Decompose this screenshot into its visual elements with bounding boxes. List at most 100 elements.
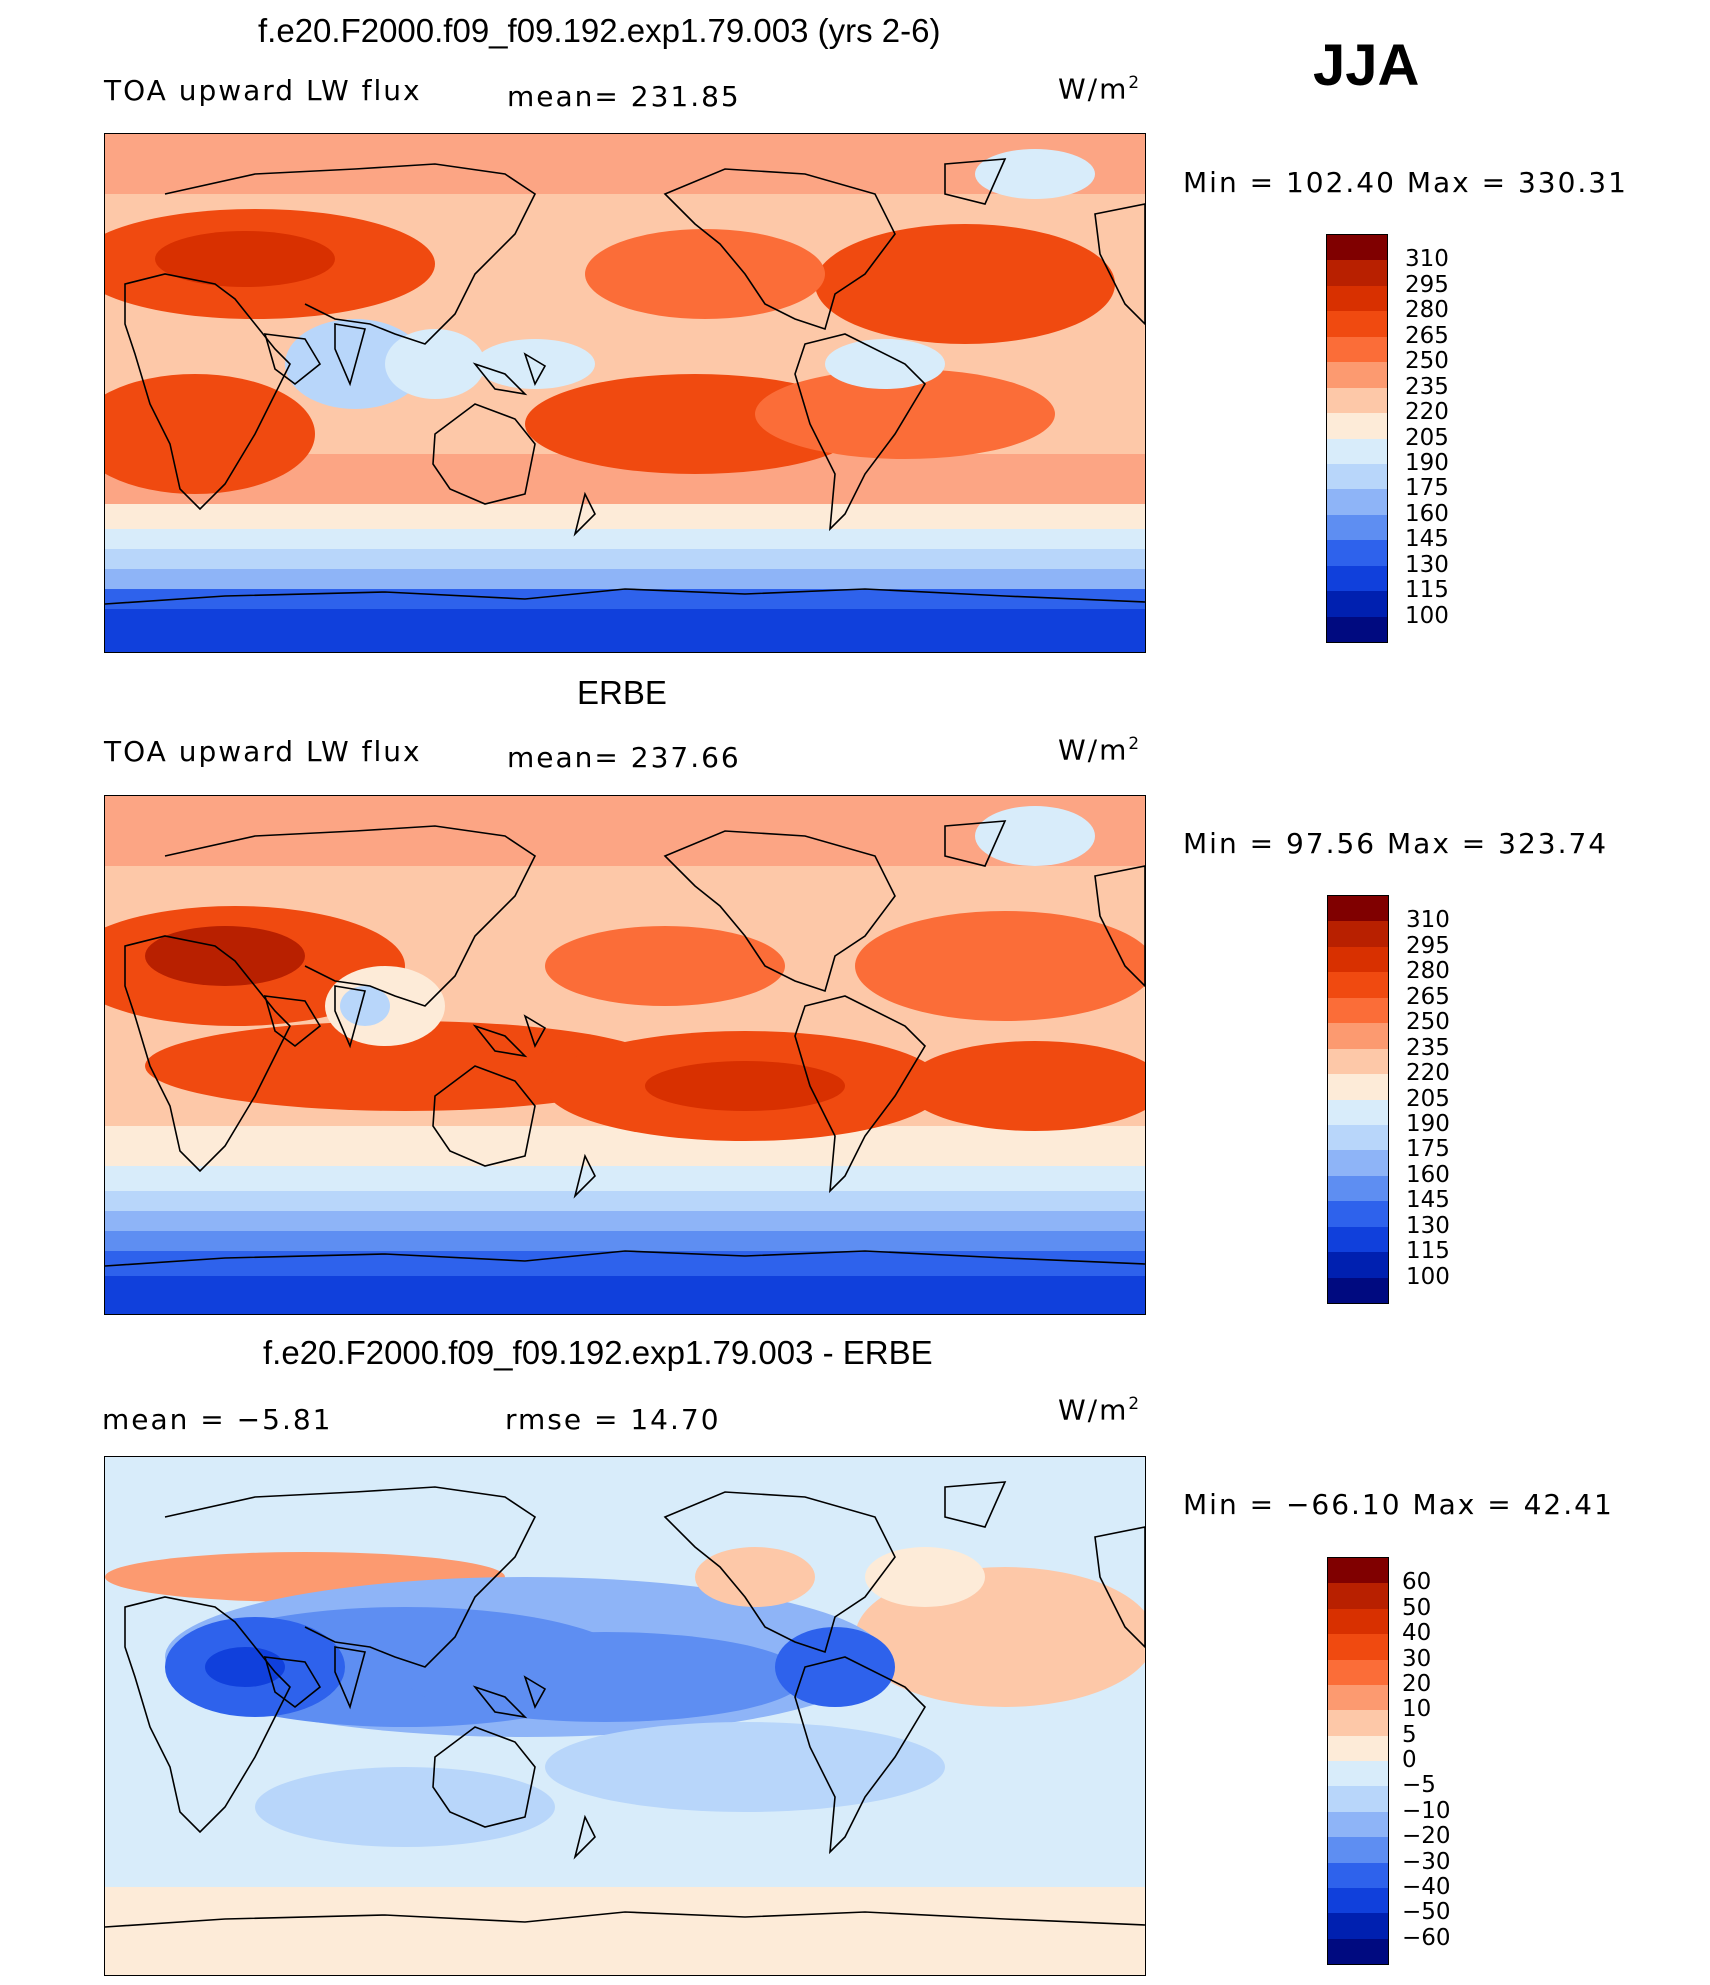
colorbar-swatch: [1328, 946, 1388, 973]
panel2-title: ERBE: [577, 674, 667, 711]
colorbar-swatch: [1328, 997, 1388, 1024]
colorbar-tick-label: 145: [1405, 526, 1449, 553]
colorbar-swatch: [1327, 362, 1387, 388]
colorbar-tick-label: 0: [1402, 1747, 1417, 1773]
colorbar-swatch: [1328, 1634, 1388, 1660]
colorbar-tick-label: 310: [1405, 246, 1449, 273]
colorbar-tick-label: 100: [1405, 602, 1449, 629]
colorbar-tick-label: 60: [1402, 1569, 1432, 1596]
colorbar-swatch: [1328, 1913, 1388, 1939]
colorbar-tick-label: 280: [1406, 958, 1450, 985]
colorbar-tick-label: −40: [1402, 1873, 1451, 1900]
panel1-units-label: W/m2: [1058, 72, 1142, 106]
colorbar-swatch: [1328, 1558, 1388, 1584]
panel3-map: [104, 1456, 1146, 1976]
colorbar-tick-label: −10: [1402, 1797, 1451, 1824]
colorbar-swatch: [1327, 285, 1387, 312]
panel2-minmax: Min = 97.56 Max = 323.74: [1183, 827, 1609, 860]
colorbar-tick-label: 190: [1406, 1110, 1450, 1137]
colorbar-swatch: [1327, 489, 1387, 515]
colorbar-tick-label: 30: [1402, 1645, 1432, 1672]
colorbar-tick-label: 280: [1405, 297, 1449, 324]
colorbar-tick-label: 40: [1402, 1620, 1432, 1647]
colorbar-tick-label: 130: [1405, 551, 1449, 578]
colorbar-swatch: [1327, 514, 1387, 541]
colorbar-swatch: [1328, 972, 1388, 998]
colorbar-swatch: [1327, 540, 1387, 566]
colorbar-swatch: [1328, 1786, 1388, 1812]
colorbar-swatch: [1328, 896, 1388, 922]
colorbar-tick-label: 175: [1405, 475, 1449, 502]
colorbar-tick-label: 190: [1405, 449, 1449, 476]
colorbar-swatch: [1328, 1862, 1388, 1888]
colorbar-swatch: [1327, 438, 1387, 464]
colorbar-swatch: [1328, 1175, 1388, 1202]
panel3-colorbar: [1327, 1557, 1389, 1965]
panel3-title: f.e20.F2000.f09_f09.192.exp1.79.003 - ER…: [263, 1334, 933, 1371]
colorbar-tick-label: 5: [1402, 1721, 1417, 1748]
colorbar-swatch: [1327, 336, 1387, 363]
colorbar-tick-label: 160: [1406, 1161, 1450, 1188]
colorbar-swatch: [1328, 1124, 1388, 1151]
colorbar-tick-label: 295: [1405, 271, 1449, 298]
panel3-units-label: W/m2: [1058, 1393, 1142, 1427]
panel3-minmax: Min = −66.10 Max = 42.41: [1183, 1488, 1614, 1521]
colorbar-tick-label: 265: [1406, 983, 1450, 1010]
colorbar-tick-label: 10: [1402, 1696, 1432, 1723]
colorbar-swatch: [1328, 1277, 1388, 1303]
colorbar-swatch: [1328, 1887, 1388, 1914]
colorbar-tick-label: 250: [1405, 348, 1449, 375]
panel1-colorbar: [1326, 234, 1388, 643]
colorbar-tick-label: 295: [1406, 932, 1450, 959]
colorbar-tick-label: 235: [1406, 1034, 1450, 1061]
colorbar-swatch: [1327, 463, 1387, 490]
panel3-colorbar-ticks: 60 50 40 30 20 10 5 0 −5 −10 −20 −30 −40 −50 −60: [1402, 1557, 1472, 1965]
panel1-minmax: Min = 102.40 Max = 330.31: [1183, 166, 1628, 199]
colorbar-tick-label: −50: [1402, 1899, 1451, 1926]
panel2-colorbar: [1327, 895, 1389, 1304]
panel1-title: f.e20.F2000.f09_f09.192.exp1.79.003 (yrs…: [258, 12, 941, 49]
colorbar-tick-label: 175: [1406, 1136, 1450, 1163]
panel1-mean-label: mean= 231.85: [507, 80, 741, 113]
panel1-colorbar-ticks: 310 295 280 265 250 235 220 205 190 175 160 145 130 1…: [1405, 234, 1465, 643]
colorbar-swatch: [1328, 921, 1388, 947]
colorbar-swatch: [1327, 235, 1387, 261]
colorbar-tick-label: 115: [1406, 1238, 1450, 1265]
colorbar-tick-label: 20: [1402, 1670, 1432, 1697]
panel2-units-label: W/m2: [1058, 733, 1142, 767]
colorbar-tick-label: 160: [1405, 500, 1449, 527]
colorbar-tick-label: 310: [1406, 907, 1450, 934]
colorbar-tick-label: 205: [1405, 424, 1449, 451]
colorbar-swatch: [1328, 1201, 1388, 1227]
colorbar-swatch: [1328, 1226, 1388, 1253]
colorbar-swatch: [1327, 616, 1387, 642]
colorbar-tick-label: 220: [1405, 399, 1449, 426]
colorbar-swatch: [1328, 1608, 1388, 1635]
panel1-variable-label: TOA upward LW flux: [104, 74, 422, 107]
colorbar-tick-label: −20: [1402, 1823, 1451, 1850]
colorbar-swatch: [1327, 413, 1387, 439]
colorbar-swatch: [1327, 591, 1387, 617]
colorbar-swatch: [1328, 1074, 1388, 1100]
panel2-mean-label: mean= 237.66: [507, 741, 741, 774]
colorbar-tick-label: 265: [1405, 322, 1449, 349]
panel3-rmse-label: rmse = 14.70: [505, 1403, 721, 1436]
colorbar-swatch: [1328, 1023, 1388, 1049]
colorbar-tick-label: 100: [1406, 1263, 1450, 1290]
colorbar-swatch: [1328, 1099, 1388, 1125]
colorbar-swatch: [1328, 1048, 1388, 1075]
colorbar-swatch: [1328, 1735, 1388, 1761]
colorbar-swatch: [1328, 1710, 1388, 1736]
panel3-mean-label: mean = −5.81: [102, 1403, 333, 1436]
colorbar-swatch: [1328, 1583, 1388, 1609]
colorbar-swatch: [1328, 1938, 1388, 1964]
colorbar-tick-label: 130: [1406, 1212, 1450, 1239]
colorbar-tick-label: 235: [1405, 373, 1449, 400]
panel2-map: [104, 795, 1146, 1315]
colorbar-swatch: [1328, 1659, 1388, 1685]
colorbar-tick-label: −60: [1402, 1924, 1451, 1951]
colorbar-swatch: [1327, 387, 1387, 414]
colorbar-tick-label: 250: [1406, 1009, 1450, 1036]
panel2-variable-label: TOA upward LW flux: [104, 735, 422, 768]
colorbar-swatch: [1327, 311, 1387, 337]
